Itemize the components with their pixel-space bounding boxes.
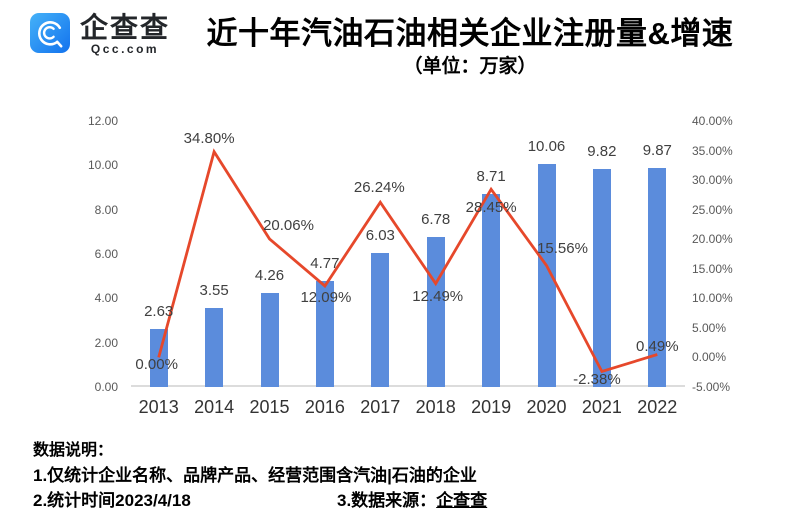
- left-axis-tick: 8.00: [94, 202, 118, 217]
- left-axis-tick: 6.00: [94, 247, 118, 261]
- x-axis-label: 2014: [194, 397, 235, 417]
- bar-value-label: 4.26: [254, 266, 285, 284]
- bar-value-label: 3.55: [199, 282, 229, 300]
- notes-line2: 2.统计时间2023/4/18 3.数据来源：企查查: [33, 488, 773, 513]
- bar-value-label: 9.82: [587, 143, 617, 161]
- notes-source-name: 企查查: [436, 491, 488, 510]
- growth-value-label: 28.45%: [465, 199, 517, 217]
- bar-value-label: 9.87: [642, 142, 672, 160]
- bar-value-label: 6.03: [365, 227, 395, 245]
- notes-source-prefix: 3.数据来源：: [337, 491, 437, 510]
- right-axis-tick: 15.00%: [692, 261, 733, 276]
- x-axis-label: 2013: [138, 397, 179, 417]
- x-axis-label: 2017: [360, 397, 401, 417]
- notes-source: 3.数据来源：企查查: [337, 488, 487, 513]
- notes-heading: 数据说明：: [33, 442, 114, 459]
- bar-value-label: 10.06: [527, 138, 566, 155]
- x-axis-label: 2021: [581, 397, 622, 417]
- left-axis-tick: 10.00: [87, 158, 118, 173]
- x-axis-label: 2019: [471, 397, 512, 417]
- bar-2014: [205, 308, 224, 387]
- right-axis-tick: 20.00%: [692, 232, 733, 247]
- logo-name: 企查查: [80, 12, 171, 43]
- right-axis-tick: 5.00%: [692, 320, 727, 335]
- x-axis-label: 2016: [304, 397, 345, 417]
- growth-value-label: 15.56%: [537, 240, 588, 258]
- right-axis-tick: 0.00%: [692, 350, 727, 365]
- right-axis-tick: 10.00%: [692, 291, 733, 306]
- growth-value-label: 0.00%: [135, 356, 178, 374]
- growth-value-label: -2.38%: [573, 370, 621, 388]
- right-axis-tick: 40.00%: [692, 114, 733, 128]
- left-axis-tick: 2.00: [94, 335, 118, 350]
- page-subtitle: （单位：万家）: [403, 56, 537, 77]
- qcc-logo-text: 企查查 Qcc.com: [80, 13, 170, 56]
- x-axis-label: 2020: [526, 397, 567, 417]
- right-axis-tick: 25.00%: [692, 202, 733, 217]
- growth-value-label: 34.80%: [183, 129, 235, 147]
- bar-2019: [482, 193, 501, 387]
- qcc-logo-icon: [30, 13, 70, 53]
- left-axis-tick: 0.00: [94, 380, 118, 394]
- left-axis-tick: 4.00: [94, 291, 118, 306]
- growth-value-label: 12.09%: [300, 288, 352, 306]
- right-axis-tick: -5.00%: [692, 380, 731, 394]
- growth-value-label: 0.49%: [636, 337, 679, 355]
- bar-value-label: 4.77: [310, 255, 340, 273]
- bar-value-label: 2.63: [144, 302, 174, 320]
- right-axis-tick: 35.00%: [692, 143, 733, 158]
- bar-value-label: 6.78: [421, 210, 451, 228]
- page-title: 近十年汽油石油相关企业注册量&增速: [206, 16, 734, 51]
- bar-2021: [592, 169, 611, 387]
- x-axis-label: 2015: [249, 397, 290, 417]
- qcc-logo: 企查查 Qcc.com: [30, 13, 170, 56]
- x-axis-label: 2018: [415, 397, 456, 417]
- x-axis-line: [131, 385, 685, 387]
- left-axis-tick: 12.00: [87, 114, 118, 128]
- growth-value-label: 26.24%: [353, 179, 405, 197]
- growth-value-label: 20.06%: [263, 216, 314, 234]
- notes-stat-date: 2.统计时间2023/4/18: [33, 491, 191, 510]
- bar-2018: [426, 236, 445, 387]
- bar-2017: [371, 253, 390, 387]
- bar-2020: [537, 164, 556, 387]
- notes-line1: 1.仅统计企业名称、品牌产品、经营范围含汽油|石油的企业: [33, 466, 477, 485]
- bar-2015: [260, 292, 279, 387]
- bar-value-label: 8.71: [476, 167, 506, 185]
- title-block: 近十年汽油石油相关企业注册量&增速 （单位：万家）: [175, 14, 765, 78]
- logo-domain: Qcc.com: [90, 42, 160, 56]
- data-notes: 数据说明： 1.仅统计企业名称、品牌产品、经营范围含汽油|石油的企业 2.统计时…: [33, 439, 773, 513]
- growth-value-label: 12.49%: [412, 287, 464, 305]
- x-axis-label: 2022: [637, 397, 678, 417]
- right-axis-tick: 30.00%: [692, 173, 733, 188]
